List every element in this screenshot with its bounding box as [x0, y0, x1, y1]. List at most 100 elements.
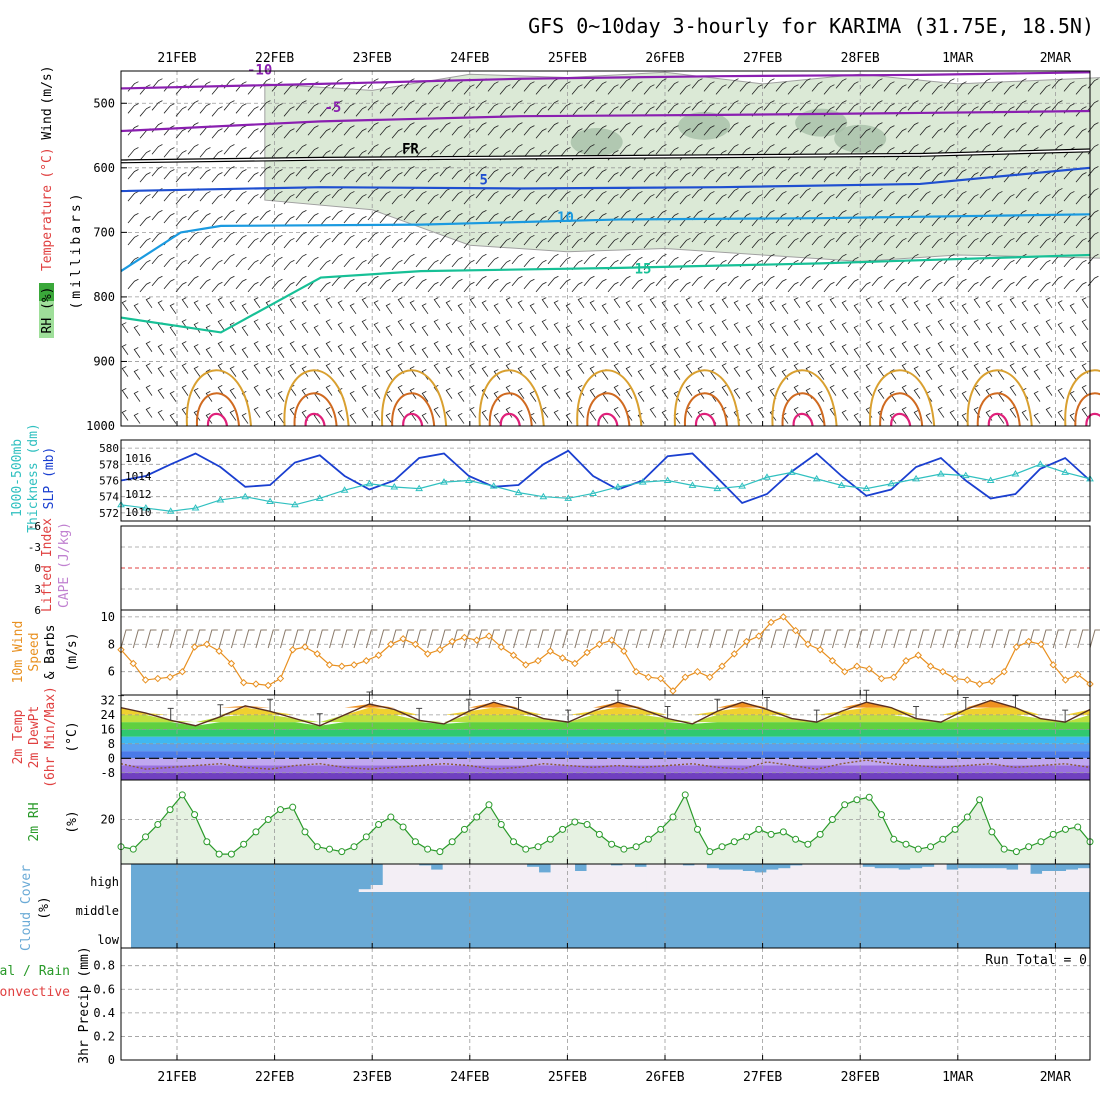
upper-air-barb — [163, 147, 175, 158]
upper-air-barb — [127, 234, 139, 246]
wind10m-barb — [243, 629, 255, 649]
cloud-high-cell — [538, 872, 552, 892]
upper-air-barb — [139, 194, 151, 205]
upper-air-barb — [655, 166, 667, 177]
upper-air-barb — [595, 81, 607, 92]
upper-air-barb — [625, 344, 633, 355]
upper-air-barb — [949, 409, 957, 421]
upper-air-barb — [619, 275, 631, 287]
wind10m-barb — [549, 629, 562, 649]
upper-air-barb — [757, 341, 765, 352]
upper-air-barb — [1027, 234, 1039, 246]
wind10m-speed-marker — [607, 636, 616, 644]
upper-air-barb — [811, 278, 823, 290]
upper-air-barb — [451, 234, 463, 246]
upper-air-barb — [661, 344, 669, 355]
upper-air-barb — [949, 300, 957, 312]
upper-air-barb — [727, 144, 739, 155]
upper-air-barb — [661, 388, 669, 399]
upper-air-barb — [205, 347, 213, 358]
upper-air-barb — [523, 256, 535, 268]
wind10m-speed-marker — [497, 643, 505, 651]
wind10m-barb — [795, 629, 807, 649]
wind10m-speed-marker — [644, 673, 653, 681]
upper-air-barb — [535, 216, 547, 227]
rh2m-panel: 20 2m RH (%) — [27, 779, 1094, 865]
upper-air-barb — [427, 281, 439, 293]
wind10m-speed-marker — [239, 678, 248, 687]
temperature-band — [121, 700, 1090, 708]
rh2m-marker — [411, 838, 419, 846]
rh2m-axis: 20 — [101, 813, 115, 827]
upper-air-barb — [739, 81, 751, 92]
thickness-marker — [887, 479, 896, 487]
upper-air-barb — [1069, 412, 1077, 424]
upper-air-barb — [469, 406, 477, 418]
upper-air-barb — [967, 194, 979, 205]
upper-air-barb — [919, 81, 931, 92]
upper-air-barb — [409, 344, 417, 355]
upper-air-barb — [763, 188, 775, 199]
upper-air-barb — [841, 409, 849, 421]
upper-air-barb — [223, 144, 235, 155]
upper-air-barb — [631, 125, 643, 136]
upper-air-barb — [1009, 385, 1017, 396]
temp2m-line — [120, 699, 1091, 727]
upper-air-barb — [139, 106, 151, 117]
upper-air-barb — [787, 237, 799, 249]
rh2m-marker — [326, 845, 334, 853]
upper-air-barb — [775, 103, 787, 114]
wind10m-speed-marker — [166, 673, 174, 681]
thickness-tick-label: 572 — [99, 507, 119, 520]
upper-air-barb — [991, 103, 1003, 114]
upper-air-barb — [355, 259, 367, 271]
upper-air-barb — [655, 78, 667, 89]
upper-air-barb — [523, 169, 535, 180]
upper-air-barb — [223, 275, 235, 287]
upper-air-barb — [919, 213, 931, 224]
upper-air-barb — [553, 388, 561, 399]
date-label-bottom: 28FEB — [841, 1070, 880, 1085]
isotherm-20 — [966, 369, 1033, 427]
upper-air-barb — [397, 363, 405, 374]
upper-air-barb — [685, 297, 693, 309]
rh2m-marker — [191, 811, 199, 819]
rh2m-marker — [620, 845, 628, 853]
wind10m-speed-marker — [890, 673, 898, 681]
upper-air-barb — [583, 78, 595, 89]
thickness-marker — [564, 494, 573, 501]
upper-air-barb — [289, 319, 297, 330]
upper-air-barb — [679, 237, 691, 249]
wind10m-speed — [117, 613, 1094, 695]
upper-air-barb — [523, 81, 535, 92]
upper-air-barb — [913, 344, 921, 355]
upper-air-barb — [175, 259, 187, 271]
upper-air-barb — [1051, 231, 1063, 243]
upper-air-barb — [955, 191, 967, 202]
upper-air-barb — [391, 216, 403, 227]
upper-air-barb — [943, 210, 955, 221]
cloud-high-cell — [622, 864, 635, 892]
upper-air-barb — [271, 213, 283, 224]
wind10m-barb — [880, 629, 893, 649]
upper-air-barb — [925, 325, 933, 336]
wind10m-speed-marker — [853, 662, 861, 670]
upper-air-barb — [535, 172, 547, 183]
cloud-high-cell — [562, 864, 576, 892]
isotherm-30 — [987, 412, 1009, 427]
wind10m-barb — [414, 629, 427, 649]
upper-air-barb — [211, 150, 223, 161]
upper-air-barb — [811, 191, 823, 202]
upper-air-barb — [319, 194, 331, 205]
upper-air-barb — [511, 144, 523, 155]
cloud-high-cell — [550, 864, 564, 892]
upper-air-barb — [373, 344, 381, 355]
cloud-high-cell — [442, 864, 456, 892]
upper-air-barb — [235, 147, 247, 158]
cloud-high-cell — [406, 864, 420, 892]
thickness-marker — [713, 484, 722, 492]
upper-air-barb — [517, 409, 525, 421]
upper-air-barb — [817, 347, 825, 358]
